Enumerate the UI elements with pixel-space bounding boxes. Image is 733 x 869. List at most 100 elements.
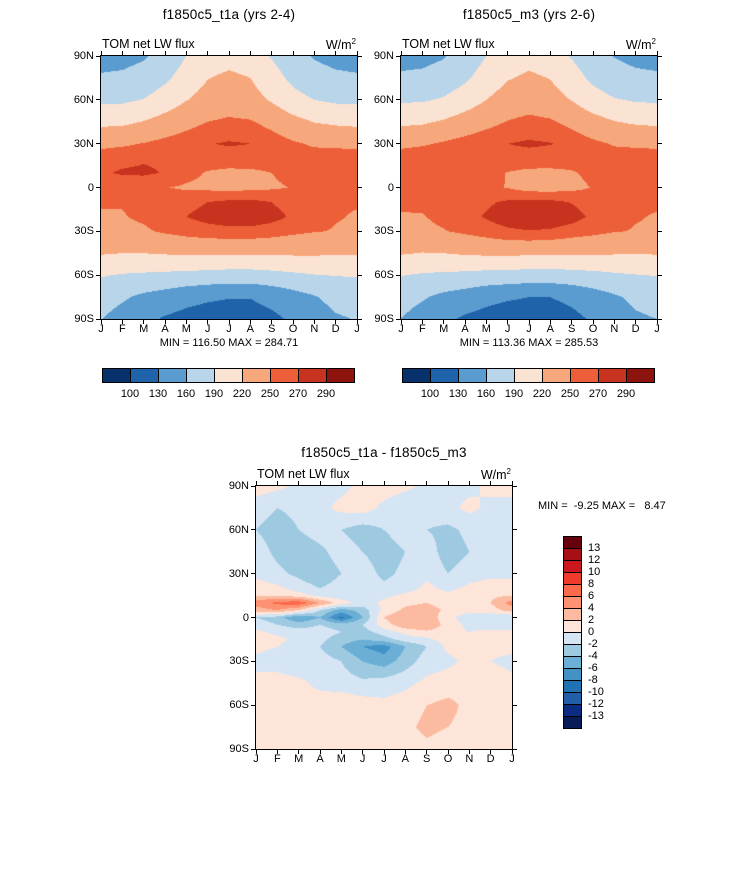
x-tick — [549, 320, 551, 324]
colorbar-segment — [298, 368, 327, 383]
y-tick — [96, 230, 100, 232]
panel-subtitle: TOM net LW flux W/m2 — [257, 467, 511, 483]
x-tick — [571, 320, 573, 324]
y-tick-right — [513, 748, 517, 750]
colorbar-segment — [563, 632, 582, 645]
colorbar-label: 0 — [588, 626, 595, 638]
x-tick — [507, 320, 509, 324]
x-tick-top — [656, 51, 658, 55]
x-tick-label: J — [398, 323, 404, 335]
units-base: W/m — [625, 38, 652, 53]
x-tick-label: J — [526, 323, 532, 335]
x-tick-top — [507, 51, 509, 55]
colorbar: -13 -12 -10 -8 -6 -4 -2 0 2 4 6 8 10 12 13 — [563, 536, 604, 729]
colorbar: 100 130 160 190 220 250 270 290 — [402, 368, 655, 400]
y-tick-label: 60S — [74, 269, 94, 282]
units-exponent: 2 — [506, 467, 511, 476]
x-tick-label: D — [631, 323, 640, 335]
colorbar-segment — [626, 368, 655, 383]
colorbar-label: 290 — [616, 388, 636, 400]
colorbar-segment — [242, 368, 271, 383]
contour-field — [256, 486, 512, 749]
colorbar-label: 250 — [560, 388, 580, 400]
x-tick-label: O — [588, 323, 598, 335]
colorbar-segment — [563, 644, 582, 657]
y-tick-right — [358, 99, 362, 101]
units-exponent: 2 — [351, 37, 356, 46]
x-tick-top — [443, 51, 445, 55]
colorbar-label: -6 — [588, 662, 598, 674]
y-tick-label: 0 — [87, 181, 94, 194]
x-tick-top — [319, 481, 321, 485]
x-tick-top — [635, 51, 637, 55]
x-tick-top — [292, 51, 294, 55]
x-tick-label: A — [246, 323, 254, 335]
colorbar-segment — [570, 368, 599, 383]
x-tick-top — [549, 51, 551, 55]
x-tick-label: D — [486, 753, 495, 765]
y-tick — [251, 704, 255, 706]
colorbar-segment — [598, 368, 627, 383]
x-tick-label: M — [481, 323, 491, 335]
colorbar-label: 220 — [232, 388, 252, 400]
x-tick — [255, 750, 257, 754]
x-tick — [249, 320, 251, 324]
x-tick — [164, 320, 166, 324]
x-tick — [185, 320, 187, 324]
x-tick — [207, 320, 209, 324]
colorbar-segment — [514, 368, 543, 383]
y-tick — [96, 274, 100, 276]
minmax-label: MIN = -9.25 MAX = 8.47 — [538, 500, 666, 512]
colorbar-label: 290 — [316, 388, 336, 400]
x-tick — [613, 320, 615, 324]
y-tick-right — [658, 55, 662, 57]
colorbar-segment — [563, 680, 582, 693]
y-tick-right — [658, 143, 662, 145]
x-tick-label: S — [267, 323, 276, 335]
x-tick-label: F — [273, 753, 281, 765]
units-base: W/m — [325, 38, 352, 53]
minmax-label: MIN = 116.50 MAX = 284.71 — [159, 337, 299, 349]
y-tick-label: 0 — [242, 611, 249, 624]
y-tick-right — [358, 230, 362, 232]
colorbar-segment — [458, 368, 487, 383]
contour-field — [101, 56, 357, 319]
x-tick-label: M — [139, 323, 149, 335]
y-tick-label: 90S — [374, 313, 394, 325]
y-tick — [396, 143, 400, 145]
colorbar-label: 250 — [260, 388, 280, 400]
x-tick — [313, 320, 315, 324]
y-tick-right — [658, 318, 662, 320]
x-tick — [592, 320, 594, 324]
y-tick-label: 30S — [74, 225, 94, 238]
colorbar-label: 100 — [420, 388, 440, 400]
minmax-label: MIN = 113.36 MAX = 285.53 — [459, 337, 599, 349]
x-tick-label: J — [253, 753, 259, 765]
colorbar-segment — [130, 368, 159, 383]
x-tick-top — [421, 51, 423, 55]
x-tick-label: J — [359, 753, 366, 765]
x-tick — [335, 320, 337, 324]
x-tick-label: O — [288, 323, 298, 335]
x-tick-top — [400, 51, 402, 55]
colorbar-segment — [563, 608, 582, 621]
x-tick — [443, 320, 445, 324]
x-tick-top — [298, 481, 300, 485]
x-tick — [426, 750, 428, 754]
contour-field — [401, 56, 657, 319]
x-tick — [362, 750, 364, 754]
y-tick-right — [358, 187, 362, 188]
colorbar-segment — [563, 572, 582, 585]
colorbar-segment — [563, 692, 582, 705]
x-tick-top — [276, 481, 278, 485]
x-tick-label: A — [461, 323, 469, 335]
colorbar-label: 270 — [288, 388, 308, 400]
x-tick-top — [143, 51, 145, 55]
y-tick-label: 60S — [229, 699, 249, 712]
x-tick-label: A — [401, 753, 409, 765]
y-tick-right — [358, 274, 362, 276]
colorbar-label: 100 — [120, 388, 140, 400]
colorbar-segment — [563, 548, 582, 561]
y-tick — [396, 187, 400, 188]
